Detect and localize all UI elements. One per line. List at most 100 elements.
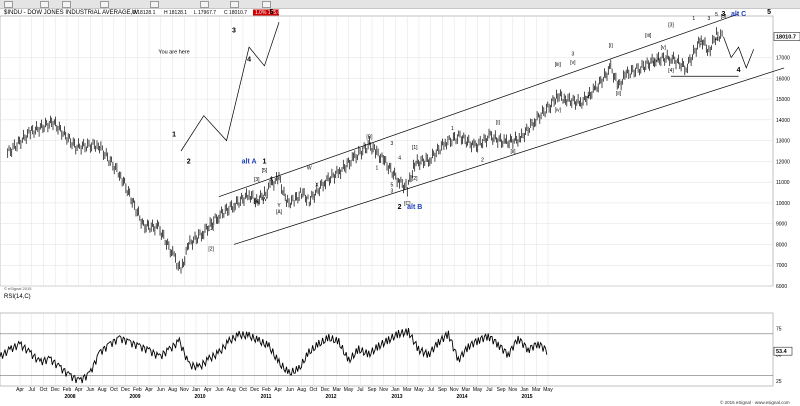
- x-month-label: Apr: [274, 387, 282, 393]
- x-month-label: Jun: [86, 387, 94, 393]
- zoom-icon[interactable]: [100, 1, 109, 8]
- draw-icon[interactable]: [150, 1, 159, 8]
- wave-label: [i]: [496, 120, 501, 126]
- rsi-tick-label: 50: [776, 353, 782, 359]
- rsi-title: RSI(14,C): [4, 294, 31, 300]
- wave-label: 4: [737, 67, 741, 74]
- x-month-label: Sep: [368, 387, 377, 393]
- last-price-badge: [773, 32, 800, 41]
- channel-line: [233, 67, 785, 245]
- target-path: [180, 22, 280, 152]
- study-icon[interactable]: [200, 1, 209, 8]
- x-month-label: Nov: [450, 387, 459, 393]
- x-month-label: Mar: [532, 387, 541, 393]
- grid-layer: [0, 15, 774, 387]
- x-month-label: Aug: [168, 387, 177, 393]
- wave-label: 5: [767, 9, 771, 16]
- x-month-label: Dec: [121, 387, 130, 393]
- wave-label: Y: [277, 203, 281, 209]
- x-month-label: Apr: [16, 387, 24, 393]
- x-year-label: 2008: [64, 394, 75, 400]
- change-badge: [253, 9, 279, 16]
- x-month-label: May: [543, 387, 553, 393]
- wave-label: alt B: [407, 204, 422, 211]
- wave-label: 4: [715, 37, 718, 43]
- link-icon[interactable]: [230, 1, 239, 8]
- x-month-label: Nov: [180, 387, 189, 393]
- wave-label: [3]: [254, 177, 260, 183]
- wave-label: 5: [269, 9, 273, 16]
- wave-label: [2]: [412, 176, 418, 182]
- x-month-label: Oct: [239, 387, 247, 393]
- wave-label: 4: [587, 95, 590, 101]
- wave-label: 1: [375, 166, 378, 172]
- wave-label: 3: [391, 189, 394, 195]
- x-month-label: Nov: [379, 387, 388, 393]
- x-year-label: 2014: [456, 394, 467, 400]
- chart-type-icon[interactable]: [62, 1, 71, 8]
- x-year-label: 2013: [391, 394, 402, 400]
- rsi-tick-label: 75: [776, 327, 782, 333]
- wave-label: 2: [481, 157, 484, 163]
- x-month-label: Sep: [497, 387, 506, 393]
- x-month-label: Dec: [250, 387, 259, 393]
- interval-icon[interactable]: [40, 1, 49, 8]
- y-tick-label: 11000: [776, 180, 790, 186]
- x-year-label: 2011: [261, 394, 272, 400]
- x-month-label: Oct: [309, 387, 317, 393]
- x-month-label: Apr: [204, 387, 212, 393]
- chart-toolbar: [0, 0, 800, 9]
- wave-label: [iii]: [555, 62, 562, 68]
- ohlc-close: C 18010.7: [224, 10, 247, 16]
- copyright-text: © eSignal 2015: [4, 286, 32, 291]
- x-month-label: Jun: [157, 387, 165, 393]
- change-text: 1.0% 175.63: [255, 10, 283, 16]
- y-tick-label: 6000: [776, 284, 787, 290]
- y-tick-label: 12000: [776, 159, 790, 165]
- wave-label: 2: [700, 41, 703, 47]
- channel-line: [218, 13, 739, 198]
- wave-label: 1: [262, 158, 266, 165]
- wave-label: alt A: [242, 158, 257, 165]
- x-month-label: Mar: [462, 387, 471, 393]
- wave-label: W: [307, 166, 312, 172]
- x-month-label: Apr: [145, 387, 153, 393]
- x-month-label: Apr: [75, 387, 83, 393]
- x-month-label: May: [344, 387, 354, 393]
- x-month-label: Jun: [286, 387, 294, 393]
- y-tick-label: 9000: [776, 222, 787, 228]
- x-month-label: Mar: [403, 387, 412, 393]
- axes: Apr Jul Oct Dec Feb Apr Jun Aug Oct Dec Feb Apr Jun A…: [16, 32, 800, 400]
- wave-label: [5]: [721, 14, 727, 20]
- symbol-icon[interactable]: [4, 1, 13, 8]
- wave-label: [v]: [661, 45, 667, 51]
- last-price-label: 18010.7: [776, 35, 796, 41]
- wave-label: 3: [572, 51, 575, 57]
- x-month-label: Nov: [508, 387, 517, 393]
- wave-label: W: [262, 197, 267, 203]
- wave-label: 3: [707, 16, 710, 22]
- settings-icon[interactable]: [262, 1, 271, 8]
- wave-label: 3: [722, 11, 726, 18]
- wave-label: 5: [391, 182, 394, 188]
- x-month-label: Feb: [262, 387, 271, 393]
- x-year-label: 2012: [325, 394, 336, 400]
- footer-credit: © 2015 eSignal · www.esignal.com: [720, 399, 790, 405]
- x-month-label: Jan: [192, 387, 200, 393]
- wave-label: [2]: [208, 247, 214, 253]
- rsi-last-badge: [773, 346, 793, 356]
- wave-label: 3: [232, 28, 236, 35]
- x-month-label: Aug: [297, 387, 306, 393]
- wave-label: 1: [692, 16, 695, 22]
- y-tick-label: 17000: [776, 56, 790, 62]
- x-month-label: Jun: [215, 387, 223, 393]
- x-month-label: Jul: [357, 387, 363, 393]
- symbol-title: $INDU - DOW JONES INDUSTRIAL AVERAGE,W: [4, 10, 138, 16]
- wave-label: [iv]: [555, 108, 562, 114]
- wave-label: X: [315, 182, 319, 188]
- chart-background: [0, 9, 800, 406]
- wave-label: [5]: [262, 168, 268, 174]
- projection-path: [723, 36, 755, 69]
